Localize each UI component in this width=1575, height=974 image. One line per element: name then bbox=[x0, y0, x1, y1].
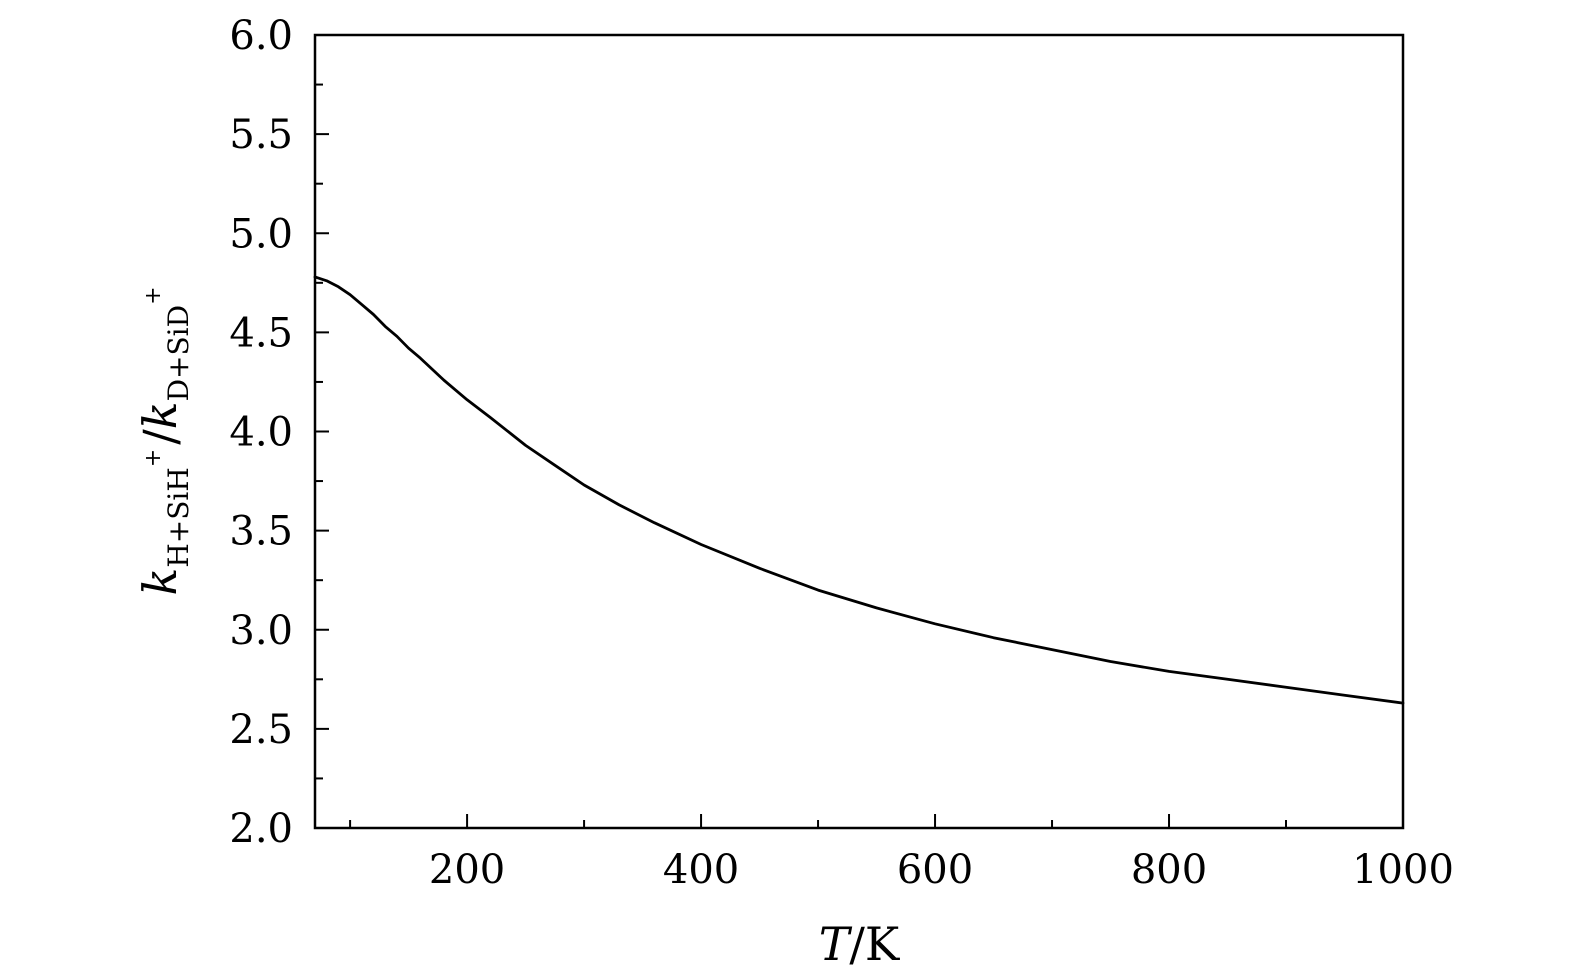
axis-ticks bbox=[315, 34, 1404, 829]
x-tick-label: 400 bbox=[663, 847, 739, 893]
y-tick-label: 2.0 bbox=[229, 806, 293, 852]
y-tick-label: 3.5 bbox=[229, 509, 293, 555]
axis-tick-labels: 200 400 600 800 1000 2.0 2.5 3.0 3.5 4.0 4.5 5.0 5.5… bbox=[229, 13, 1454, 893]
y-tick-label: 5.0 bbox=[229, 211, 293, 257]
y-tick-label: 4.0 bbox=[229, 410, 293, 456]
x-tick-label: 600 bbox=[897, 847, 973, 893]
y-tick-label: 6.0 bbox=[229, 13, 293, 59]
y-tick-label: 5.5 bbox=[229, 112, 293, 158]
x-tick-label: 200 bbox=[429, 847, 505, 893]
y-tick-label: 3.0 bbox=[229, 608, 293, 654]
x-tick-label: 800 bbox=[1131, 847, 1207, 893]
plot-frame bbox=[313, 33, 1405, 830]
x-axis-title: T/K bbox=[819, 917, 901, 971]
y-axis-title: kH+SiH+/kD+SiD+ bbox=[133, 286, 195, 595]
y-tick-label: 2.5 bbox=[229, 707, 293, 753]
series-line bbox=[313, 275, 1405, 705]
y-tick-label: 4.5 bbox=[229, 310, 293, 356]
x-tick-label: 1000 bbox=[1352, 847, 1454, 893]
